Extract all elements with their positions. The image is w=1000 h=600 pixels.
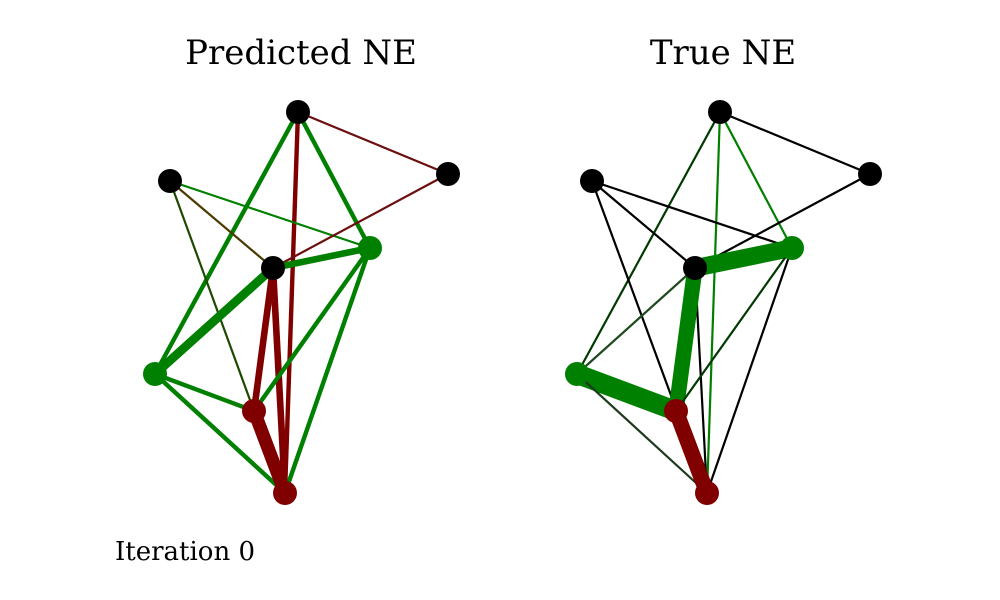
predicted-ne-edge-n1-n2	[297, 110, 449, 176]
true-ne-node-n6	[780, 236, 804, 260]
predicted-ne-edge-n7-n8	[247, 408, 292, 496]
true-ne-panel: True NE	[565, 33, 882, 505]
predicted-ne-node-n4	[261, 256, 285, 280]
predicted-ne-node-n6	[358, 236, 382, 260]
predicted-ne-edge-n4-n7	[250, 267, 277, 412]
predicted-ne-edge-n1-n8	[282, 111, 301, 494]
predicted-ne-edge-n4-n6	[272, 244, 371, 272]
true-ne-edge-n6-n4	[693, 239, 794, 277]
predicted-ne-edge-n5-n7	[154, 371, 255, 414]
true-ne-edge-n3-n4	[591, 180, 696, 269]
predicted-ne-title: Predicted NE	[185, 33, 417, 73]
predicted-ne-edge-n6-n7	[252, 246, 372, 413]
predicted-ne-panel: Predicted NE	[143, 33, 460, 505]
predicted-ne-edge-n1-n6	[296, 110, 372, 250]
true-ne-edge-n5-n8	[576, 373, 708, 494]
predicted-ne-edge-n3-n4	[169, 180, 274, 269]
predicted-ne-node-n5	[143, 362, 167, 386]
true-ne-edge-n6-n8	[705, 247, 794, 494]
true-ne-edge-n4-n5	[576, 267, 696, 375]
true-ne-edge-n1-n2	[719, 110, 871, 176]
true-ne-nodes	[565, 100, 882, 505]
true-ne-node-n1	[708, 100, 732, 124]
predicted-ne-edge-n5-n8	[153, 372, 287, 495]
predicted-ne-edge-n4-n8	[269, 267, 289, 494]
iteration-label: Iteration 0	[115, 537, 255, 567]
predicted-ne-edge-n4-n5	[152, 264, 276, 378]
predicted-ne-node-n3	[158, 169, 182, 193]
true-ne-edge-n1-n5	[576, 111, 721, 375]
predicted-ne-edge-n6-n8	[282, 247, 373, 494]
predicted-ne-node-n2	[436, 162, 460, 186]
true-ne-edge-n3-n6	[591, 179, 793, 250]
true-ne-edge-n4-n7	[668, 266, 703, 413]
predicted-ne-edge-n4-n2	[272, 173, 449, 269]
predicted-ne-edge-n3-n7	[168, 180, 256, 412]
true-ne-edges	[573, 110, 871, 496]
true-ne-edge-n7-n8	[668, 408, 715, 496]
true-ne-node-n2	[858, 162, 882, 186]
true-ne-node-n4	[683, 256, 707, 280]
true-ne-edge-n5-n7	[573, 364, 680, 421]
predicted-ne-edges	[152, 110, 449, 496]
true-ne-node-n8	[695, 481, 719, 505]
true-ne-edge-n6-n7	[675, 247, 793, 412]
predicted-ne-nodes	[143, 100, 460, 505]
predicted-ne-node-n8	[273, 481, 297, 505]
true-ne-edge-n4-n2	[694, 173, 871, 269]
predicted-ne-node-n7	[242, 399, 266, 423]
true-ne-node-n5	[565, 362, 589, 386]
true-ne-node-n3	[580, 169, 604, 193]
predicted-ne-edge-n1-n5	[153, 110, 300, 376]
true-ne-node-n7	[664, 399, 688, 423]
true-ne-edge-n1-n6	[719, 111, 793, 249]
true-ne-title: True NE	[650, 33, 796, 73]
true-ne-edge-n1-n8	[705, 111, 722, 494]
predicted-ne-node-n1	[286, 100, 310, 124]
predicted-ne-edge-n3-n6	[169, 179, 371, 250]
